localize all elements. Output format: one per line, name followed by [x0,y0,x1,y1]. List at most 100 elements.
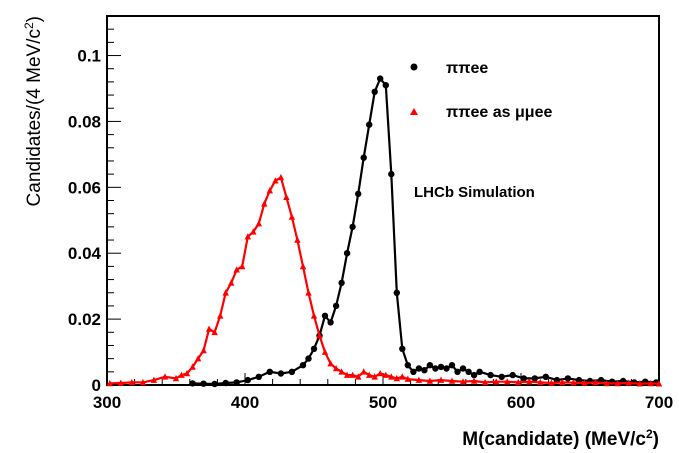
series-line-1 [109,176,660,385]
data-point [150,376,158,383]
data-point [459,365,467,372]
data-point [465,368,472,375]
data-point [448,362,456,369]
data-point [332,365,340,372]
data-point [410,368,417,375]
data-point [432,365,439,372]
data-point [194,355,202,362]
data-point [415,365,423,372]
data-point [228,279,235,286]
data-point [139,378,147,386]
data-point [404,375,411,382]
data-point [459,378,467,385]
data-point [437,376,445,383]
data-point [250,228,257,235]
data-point [343,371,351,378]
data-point [421,367,428,374]
data-point [305,355,312,362]
series-line-0 [192,77,657,386]
data-point [366,121,373,128]
data-point [338,279,345,287]
data-point [443,365,450,372]
data-point [310,345,318,352]
lhcb-annotation: LHCb Simulation [414,184,535,201]
data-point [233,379,240,386]
data-point [332,302,340,310]
data-point [603,379,610,387]
data-point [233,266,240,273]
x-tick-label: 700 [645,393,673,412]
data-point [592,378,599,386]
data-point [310,312,318,319]
data-point [283,193,290,200]
data-point [355,373,362,380]
data-point [388,170,395,178]
data-point [504,378,511,385]
legend: ππee ππee as μμee [410,60,552,121]
data-point [178,371,185,378]
data-point [360,368,367,375]
series-1 [106,173,663,387]
data-point [321,348,329,355]
data-point [294,236,301,243]
data-point [222,379,229,387]
x-axis-title: M(candidate) (MeV/c2) [462,427,659,450]
data-point [106,379,113,387]
data-point [161,373,169,380]
data-point [200,346,207,354]
data-point [393,374,400,382]
data-point [382,82,389,89]
series-layer [106,75,663,388]
y-axis-title: Candidates/(4 MeV/c2) [22,16,45,206]
data-point [321,312,329,319]
data-point [647,379,654,387]
data-point [581,379,588,386]
data-point [200,380,207,387]
data-point [316,332,323,339]
data-point [128,378,135,386]
data-point [388,373,395,380]
data-point [244,233,251,240]
data-point [371,373,378,380]
data-point [487,371,494,379]
y-tick-label: 0.04 [68,244,102,263]
data-point [189,380,196,387]
data-point [614,379,621,387]
data-point [426,362,434,369]
data-point [454,368,461,375]
data-point [355,190,362,198]
data-point [366,371,373,378]
data-point [327,360,334,367]
legend-label-pipiee: ππee [446,60,488,77]
x-tick-label: 300 [93,393,121,412]
x-tick-label: 600 [507,393,535,412]
data-point [399,373,406,380]
legend-label-pipiee-as-mumuee: ππee as μμee [446,104,552,121]
data-point [239,262,246,270]
data-point [189,363,196,370]
data-point [537,378,544,386]
data-point [470,371,478,379]
data-point [542,373,549,380]
data-point [625,379,632,386]
data-point [426,377,434,384]
data-point [520,375,527,382]
y-tick-label: 0.1 [77,47,101,66]
data-point [343,250,351,257]
data-point [498,373,505,380]
y-tick-label: 0.02 [68,310,101,329]
data-point [470,377,478,384]
data-point [377,75,384,82]
data-point [448,377,456,384]
data-point [349,371,356,378]
data-point [266,368,273,375]
data-point [222,289,229,296]
axis-ticks: 300 400 500 600 700 0 0.02 0.04 0.06 0.08 0.1 [68,28,673,412]
data-point [399,345,406,352]
data-point [655,380,663,387]
y-tick-label: 0 [92,376,101,395]
data-point [393,289,400,296]
data-point [327,319,334,326]
data-point [515,378,522,386]
